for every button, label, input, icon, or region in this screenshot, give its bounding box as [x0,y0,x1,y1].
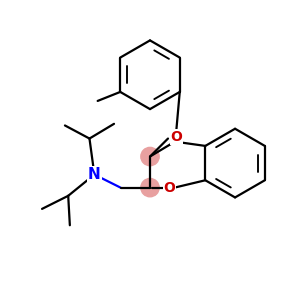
Circle shape [141,147,159,166]
Text: N: N [88,167,101,182]
Text: O: O [170,130,182,144]
Text: O: O [164,181,176,195]
Circle shape [141,178,159,197]
